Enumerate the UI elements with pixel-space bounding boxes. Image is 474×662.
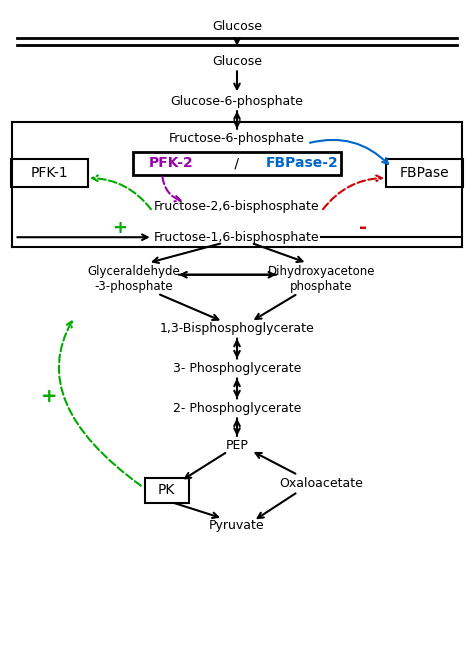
Text: FBPase: FBPase	[400, 166, 449, 180]
Text: Glyceraldehyde
-3-phosphate: Glyceraldehyde -3-phosphate	[88, 265, 180, 293]
FancyArrowPatch shape	[59, 321, 141, 486]
Text: Pyruvate: Pyruvate	[209, 519, 265, 532]
Text: Fructose-2,6-bisphosphate: Fructose-2,6-bisphosphate	[154, 200, 320, 213]
Text: +: +	[112, 219, 128, 237]
Text: Dihydroxyacetone
phosphate: Dihydroxyacetone phosphate	[267, 265, 375, 293]
Text: PFK-2: PFK-2	[149, 156, 194, 170]
Text: PK: PK	[158, 483, 175, 497]
Text: Glucose: Glucose	[212, 20, 262, 32]
Text: FBPase-2: FBPase-2	[266, 156, 339, 170]
Text: PFK-1: PFK-1	[31, 166, 68, 180]
Text: +: +	[41, 387, 58, 406]
Text: Glucose: Glucose	[212, 55, 262, 68]
FancyBboxPatch shape	[386, 159, 463, 187]
Text: Glucose-6-phosphate: Glucose-6-phosphate	[171, 95, 303, 108]
Text: /: /	[230, 156, 244, 170]
Text: 2- Phosphoglycerate: 2- Phosphoglycerate	[173, 402, 301, 415]
Text: Fructose-1,6-bisphosphate: Fructose-1,6-bisphosphate	[154, 231, 320, 244]
Text: -: -	[359, 218, 367, 238]
Text: 1,3-Bisphosphoglycerate: 1,3-Bisphosphoglycerate	[160, 322, 314, 335]
Text: 3- Phosphoglycerate: 3- Phosphoglycerate	[173, 362, 301, 375]
FancyBboxPatch shape	[11, 159, 88, 187]
FancyBboxPatch shape	[133, 152, 341, 175]
FancyBboxPatch shape	[145, 478, 189, 503]
Text: Oxaloacetate: Oxaloacetate	[279, 477, 363, 490]
Text: Fructose-6-phosphate: Fructose-6-phosphate	[169, 132, 305, 145]
Text: PEP: PEP	[226, 440, 248, 452]
